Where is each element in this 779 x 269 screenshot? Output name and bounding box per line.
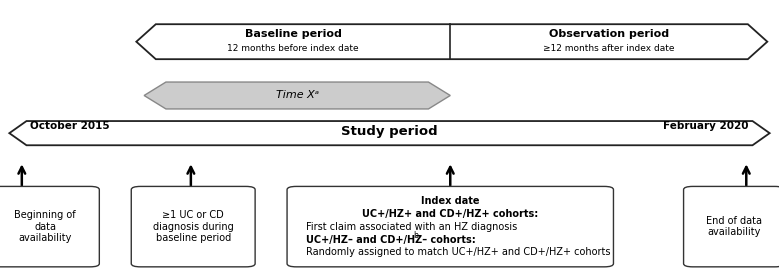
Text: Baseline period: Baseline period xyxy=(245,29,342,39)
FancyBboxPatch shape xyxy=(0,186,100,267)
Text: b: b xyxy=(414,231,418,240)
Text: Observation period: Observation period xyxy=(548,29,669,39)
FancyBboxPatch shape xyxy=(131,186,255,267)
Text: UC+/HZ– and CD+/HZ– cohorts:: UC+/HZ– and CD+/HZ– cohorts: xyxy=(305,235,475,245)
Text: UC+/HZ+ and CD+/HZ+ cohorts:: UC+/HZ+ and CD+/HZ+ cohorts: xyxy=(362,209,538,219)
Text: Study period: Study period xyxy=(341,125,438,137)
Text: October 2015: October 2015 xyxy=(30,121,110,131)
Text: Time Xᵃ: Time Xᵃ xyxy=(276,90,319,101)
Polygon shape xyxy=(144,82,450,109)
FancyBboxPatch shape xyxy=(287,186,613,267)
Text: ≥1 UC or CD
diagnosis during
baseline period: ≥1 UC or CD diagnosis during baseline pe… xyxy=(153,210,234,243)
Polygon shape xyxy=(136,24,767,59)
Text: Randomly assigned to match UC+/HZ+ and CD+/HZ+ cohorts: Randomly assigned to match UC+/HZ+ and C… xyxy=(305,247,610,257)
Text: February 2020: February 2020 xyxy=(663,121,749,131)
FancyBboxPatch shape xyxy=(684,186,779,267)
Text: End of data
availability: End of data availability xyxy=(706,216,762,238)
Text: First claim associated with an HZ diagnosis: First claim associated with an HZ diagno… xyxy=(305,222,517,232)
Text: Index date: Index date xyxy=(421,196,480,206)
Text: ≥12 months after index date: ≥12 months after index date xyxy=(543,44,675,53)
Text: 12 months before index date: 12 months before index date xyxy=(227,44,359,53)
Polygon shape xyxy=(9,121,770,145)
Text: Beginning of
data
availability: Beginning of data availability xyxy=(14,210,76,243)
